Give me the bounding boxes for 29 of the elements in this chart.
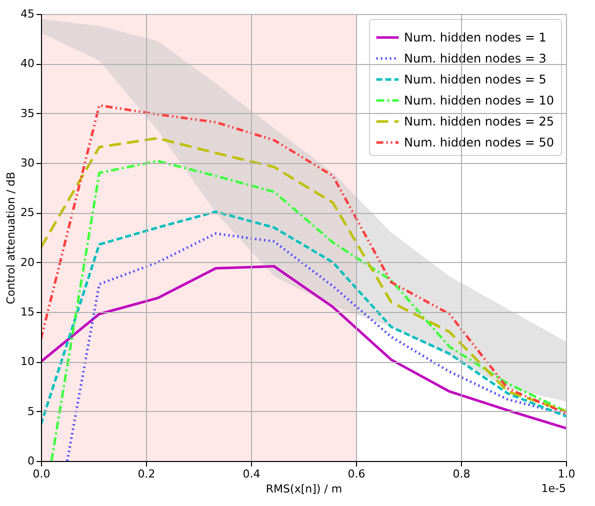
legend-label: Num. hidden nodes = 3 xyxy=(404,52,546,66)
x-tick-label: 0.0 xyxy=(32,468,50,480)
y-tick-label: 45 xyxy=(20,8,34,20)
x-tick-label: 1.0 xyxy=(558,468,576,480)
y-tick-label: 35 xyxy=(20,106,34,120)
line-series xyxy=(50,160,566,461)
x-tick-label: 0.4 xyxy=(242,468,260,480)
y-tick-label: 40 xyxy=(20,57,34,70)
legend-label: Num. hidden nodes = 5 xyxy=(404,72,546,86)
y-tick-label: 30 xyxy=(20,156,34,170)
x-axis-title: RMS(x[n]) / m xyxy=(266,482,342,496)
y-tick-label: 0 xyxy=(28,454,34,468)
legend-label: Num. hidden nodes = 1 xyxy=(404,30,546,44)
x-tick-label: 0.8 xyxy=(452,468,470,480)
y-tick-label: 15 xyxy=(20,306,34,318)
y-tick-label: 5 xyxy=(28,404,34,418)
line-series xyxy=(41,265,566,430)
y-axis-title: Control attenuation / dB xyxy=(4,172,18,304)
x-tick-label: 0.6 xyxy=(348,468,366,480)
y-tick-label: 25 xyxy=(20,206,34,220)
y-tick-label: 20 xyxy=(20,256,34,269)
legend-label: Num. hidden nodes = 10 xyxy=(404,94,554,108)
y-tick-label: 10 xyxy=(20,355,34,368)
line-series xyxy=(66,232,566,461)
legend-label: Num. hidden nodes = 25 xyxy=(404,114,554,128)
legend-label: Num. hidden nodes = 50 xyxy=(404,136,554,150)
text: 1e-5 xyxy=(541,482,566,495)
line-series xyxy=(41,210,566,426)
x-tick-label: 0.2 xyxy=(138,468,156,480)
